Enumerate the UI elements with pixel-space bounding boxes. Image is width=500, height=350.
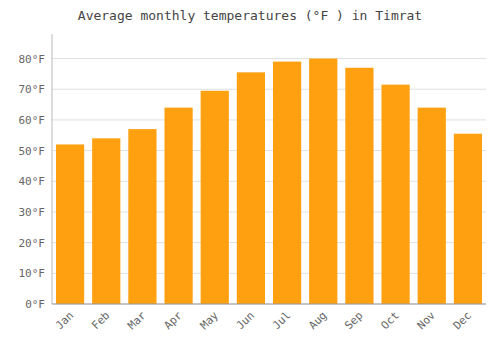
x-tick-label: Dec <box>451 309 474 332</box>
y-tick-label: 0°F <box>25 298 45 311</box>
grid-line <box>52 304 486 305</box>
bar <box>273 62 301 304</box>
bar <box>237 72 265 304</box>
x-tick-label: Sep <box>342 309 365 332</box>
bars <box>56 59 482 304</box>
y-tick-label: 80°F <box>19 53 46 66</box>
grid-line <box>52 89 486 90</box>
bar <box>164 108 192 304</box>
y-tick-label: 50°F <box>19 145 46 158</box>
grid <box>52 59 486 304</box>
bar <box>418 108 446 304</box>
x-tick-label: Mar <box>125 309 149 333</box>
y-tick-label: 70°F <box>19 83 46 96</box>
x-axis-line <box>52 304 486 305</box>
title: Average monthly temperatures (°F ) in Ti… <box>78 8 422 23</box>
x-tick-label: Jan <box>53 309 76 332</box>
x-tick-label: Jun <box>234 309 257 332</box>
bar <box>128 129 156 304</box>
x-tick-label: Jul <box>270 309 293 332</box>
bar <box>309 59 337 304</box>
bar <box>454 134 482 304</box>
bar <box>56 144 84 304</box>
y-tick-label: 10°F <box>19 267 46 280</box>
y-axis-line <box>52 34 53 304</box>
y-tick-label: 40°F <box>19 175 46 188</box>
x-tick-label: May <box>198 309 222 333</box>
x-tick-label: Nov <box>415 309 439 333</box>
x-tick-label: Feb <box>89 309 112 332</box>
grid-line <box>52 58 486 59</box>
bar <box>92 138 120 304</box>
x-tick-label: Aug <box>306 309 329 332</box>
bar <box>201 91 229 304</box>
x-tick-label: Oct <box>378 309 401 332</box>
y-tick-label: 20°F <box>19 237 46 250</box>
bar <box>381 85 409 304</box>
chart: 0°F 10°F 20°F 30°F 40°F 50°F 60°F 70°F 80°F Jan Fe… <box>0 0 500 350</box>
x-tick-label: Apr <box>161 309 185 333</box>
bar <box>345 68 373 304</box>
y-tick-label: 30°F <box>19 206 46 219</box>
y-tick-label: 60°F <box>19 114 46 127</box>
